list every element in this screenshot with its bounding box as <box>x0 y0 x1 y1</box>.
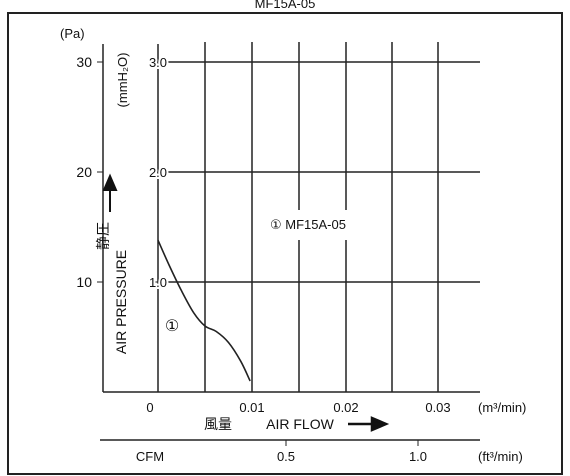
pa-unit-label: (Pa) <box>60 26 85 41</box>
chart-frame <box>7 12 563 475</box>
x-arrow-icon <box>348 416 390 432</box>
flow-tick-label-0: 0 <box>146 400 153 415</box>
tick-labels: (Pa) 30 20 10 3.0 2.0 1.0 (mmH₂O) 0 0.01… <box>60 26 526 464</box>
series-layer <box>157 239 251 382</box>
pa-tick-label-30: 30 <box>76 54 92 70</box>
y-axis-title: AIR PRESSURE <box>113 250 129 354</box>
cfm-tick-label-10: 1.0 <box>409 449 427 464</box>
y-axis-title-jp: 静圧 <box>95 222 111 250</box>
legend: ① MF15A-05 <box>266 210 390 240</box>
mmh2o-unit-label: (mmH₂O) <box>115 53 130 108</box>
flow-tick-label-003: 0.03 <box>425 400 450 415</box>
pa-tick-label-20: 20 <box>76 164 92 180</box>
flow-unit-label: (m³/min) <box>478 400 526 415</box>
mmh2o-tick-label-30: 3.0 <box>149 55 167 70</box>
x-axis-title-jp: 風量 <box>204 416 232 432</box>
axes <box>97 44 480 446</box>
legend-entry: ① MF15A-05 <box>270 217 346 232</box>
y-arrow-icon <box>102 173 118 212</box>
grid <box>158 42 480 392</box>
flow-tick-label-001: 0.01 <box>239 400 264 415</box>
flow-tick-label-002: 0.02 <box>333 400 358 415</box>
cfm-tick-label-05: 0.5 <box>277 449 295 464</box>
series-line-1 <box>157 239 251 382</box>
curve-marker-label: ① <box>165 318 179 335</box>
cfm-axis-label: CFM <box>136 449 164 464</box>
x-axis-title: AIR FLOW <box>266 416 334 432</box>
header-text: MF15A-05 <box>255 0 316 11</box>
mmh2o-tick-label-20: 2.0 <box>149 165 167 180</box>
cfm-unit-label: (ft³/min) <box>478 449 523 464</box>
axis-titles: AIR PRESSURE 静圧 風量 AIR FLOW <box>95 173 390 432</box>
legend-mask <box>266 210 390 240</box>
pa-tick-label-10: 10 <box>76 274 92 290</box>
mmh2o-tick-label-10: 1.0 <box>149 275 167 290</box>
